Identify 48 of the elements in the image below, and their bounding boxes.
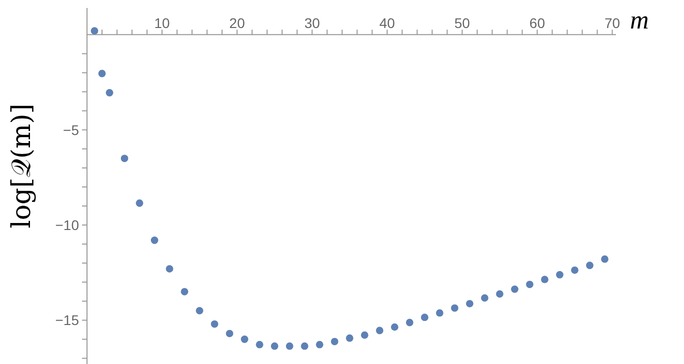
x-tick-label: 10: [154, 15, 170, 31]
point: [466, 300, 474, 308]
point: [106, 89, 114, 96]
point: [270, 342, 278, 350]
point: [556, 271, 564, 278]
point: [98, 70, 106, 78]
point: [166, 265, 174, 273]
point: [571, 266, 578, 274]
point: [601, 255, 608, 263]
point: [406, 318, 414, 326]
point: [256, 340, 264, 348]
point: [360, 331, 368, 339]
x-tick-label: 30: [304, 15, 320, 31]
point: [480, 294, 488, 302]
point: [346, 334, 354, 342]
x-tick-label: 40: [379, 15, 396, 31]
point: [376, 326, 384, 334]
point: [316, 340, 324, 348]
x-tick-label: 50: [454, 15, 470, 31]
point: [511, 285, 518, 293]
point: [150, 236, 158, 244]
y-axis-title: log[𝒬(m)]: [7, 104, 37, 228]
point: [136, 199, 144, 207]
point: [180, 288, 188, 296]
x-axis-title: m: [630, 6, 649, 35]
x-tick-label: 70: [604, 15, 620, 31]
point: [120, 154, 128, 162]
x-tick-label: 60: [529, 15, 546, 31]
point: [240, 336, 248, 343]
y-tick-label: −15: [55, 312, 80, 328]
point: [390, 323, 398, 331]
point: [541, 276, 548, 284]
point: [436, 309, 444, 317]
point: [450, 304, 458, 312]
point: [196, 306, 204, 314]
point: [90, 27, 98, 35]
point: [210, 320, 218, 328]
point: [226, 330, 234, 338]
point: [286, 342, 294, 350]
y-tick-label: −5: [63, 122, 80, 138]
point: [330, 338, 338, 346]
point: [526, 280, 534, 288]
point: [496, 290, 504, 298]
point: [300, 342, 308, 350]
point: [420, 314, 428, 322]
x-tick-label: 20: [229, 15, 246, 31]
y-tick-label: −10: [55, 216, 80, 233]
point: [586, 262, 594, 270]
